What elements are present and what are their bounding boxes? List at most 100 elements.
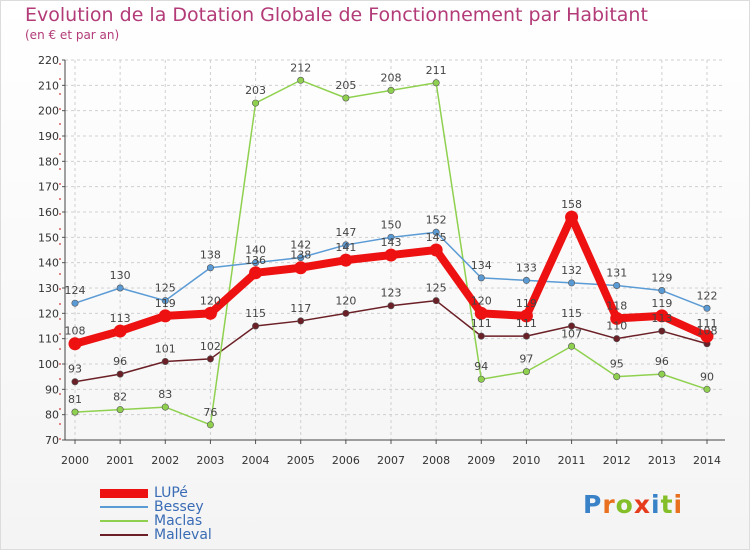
logo-letter: t (660, 490, 674, 519)
data-label: 81 (68, 393, 82, 406)
data-point (522, 276, 530, 284)
data-label: 132 (561, 264, 582, 277)
data-point (116, 370, 124, 378)
data-label: 119 (651, 297, 672, 310)
data-point (700, 329, 714, 343)
data-point (522, 332, 530, 340)
data-label: 140 (245, 244, 266, 257)
data-point (613, 373, 621, 381)
axis-dot (59, 63, 61, 65)
axis-dot (59, 363, 61, 365)
legend-swatch (100, 488, 148, 498)
y-tick-label: 190 (38, 130, 59, 143)
y-tick-label: 70 (45, 434, 59, 447)
data-label: 203 (245, 84, 266, 97)
data-point (161, 403, 169, 411)
data-label: 211 (426, 64, 447, 77)
data-point (655, 309, 669, 323)
data-point (158, 309, 172, 323)
data-label: 150 (381, 218, 402, 231)
y-tick-label: 140 (38, 257, 59, 270)
data-point (206, 355, 214, 363)
data-label: 96 (655, 355, 669, 368)
data-label: 120 (471, 294, 492, 307)
axis-dot (59, 108, 61, 110)
x-tick-label: 2003 (196, 454, 224, 467)
data-point (432, 79, 440, 87)
data-point (477, 332, 485, 340)
axis-dot (59, 213, 61, 215)
data-label: 111 (697, 317, 718, 330)
x-tick-label: 2008 (422, 454, 450, 467)
data-label: 119 (516, 297, 537, 310)
x-tick-label: 2012 (603, 454, 631, 467)
legend-item: Maclas (100, 514, 212, 528)
data-label: 125 (426, 282, 447, 295)
data-point (71, 408, 79, 416)
data-label: 119 (155, 297, 176, 310)
data-label: 111 (516, 317, 537, 330)
axis-dot (59, 198, 61, 200)
data-label: 97 (519, 353, 533, 366)
data-label: 205 (335, 79, 356, 92)
data-label: 117 (290, 302, 311, 315)
x-tick-label: 2001 (106, 454, 134, 467)
data-label: 208 (381, 71, 402, 84)
x-tick-label: 2007 (377, 454, 405, 467)
legend-item: LUPé (100, 486, 212, 500)
data-point (613, 335, 621, 343)
data-label: 83 (158, 388, 172, 401)
data-label: 123 (381, 287, 402, 300)
data-point (703, 385, 711, 393)
data-label: 108 (65, 325, 86, 338)
data-label: 131 (606, 266, 627, 279)
data-point (116, 284, 124, 292)
data-label: 124 (65, 284, 86, 297)
axis-dot (59, 333, 61, 335)
data-label: 136 (245, 254, 266, 267)
legend-swatch (100, 534, 148, 536)
axis-dot (59, 123, 61, 125)
data-point (161, 357, 169, 365)
data-label: 120 (335, 294, 356, 307)
data-point (71, 299, 79, 307)
data-point (474, 306, 488, 320)
axis-dot (59, 138, 61, 140)
x-tick-label: 2014 (693, 454, 721, 467)
data-point (568, 342, 576, 350)
data-point (658, 327, 666, 335)
y-tick-label: 210 (38, 79, 59, 92)
chart-subtitle: (en € et par an) (25, 28, 120, 42)
axis-dot (59, 408, 61, 410)
chart-title: Evolution de la Dotation Globale de Fonc… (25, 4, 648, 26)
y-tick-label: 90 (45, 383, 59, 396)
data-point (432, 297, 440, 305)
axis-dot (59, 348, 61, 350)
data-label: 212 (290, 61, 311, 74)
chart-legend: LUPé Bessey Maclas Malleval (100, 486, 212, 542)
data-label: 90 (700, 370, 714, 383)
data-point (161, 297, 169, 305)
data-label: 94 (474, 360, 488, 373)
data-point (429, 243, 443, 257)
data-point (477, 375, 485, 383)
data-point (203, 306, 217, 320)
data-point (658, 287, 666, 295)
legend-label: Maclas (154, 513, 203, 529)
legend-item: Bessey (100, 500, 212, 514)
data-point (339, 253, 353, 267)
legend-swatch (100, 506, 148, 508)
data-label: 133 (516, 261, 537, 274)
data-point (252, 322, 260, 330)
data-point (113, 324, 127, 338)
data-point (522, 368, 530, 376)
logo-letter: P (583, 490, 603, 519)
axis-dot (59, 303, 61, 305)
data-label: 138 (290, 249, 311, 262)
data-label: 82 (113, 391, 127, 404)
axis-dot (59, 423, 61, 425)
legend-swatch (100, 520, 148, 522)
y-tick-label: 100 (38, 358, 59, 371)
y-tick-label: 80 (45, 409, 59, 422)
y-tick-label: 150 (38, 231, 59, 244)
